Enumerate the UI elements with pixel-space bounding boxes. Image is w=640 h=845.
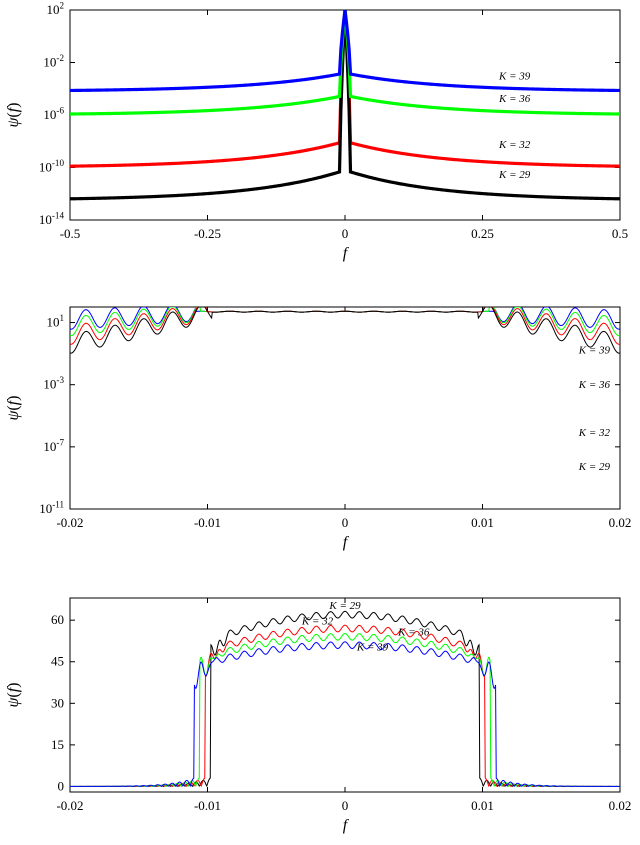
ytick-label: 10-11: [39, 500, 64, 516]
plot-frame: [70, 598, 620, 792]
xtick-label: -0.25: [194, 226, 221, 241]
series-line: [70, 642, 620, 787]
series-label: K = 36: [578, 379, 611, 391]
xtick-label: 0: [342, 515, 349, 530]
series-line: [70, 307, 620, 353]
series-line: [70, 611, 620, 786]
ytick-label: 0: [58, 778, 65, 793]
xlabel: f: [343, 245, 350, 262]
chart-panel-2: -0.02 -0.01 0 0.01 0.02 0 15 30 45 60 f ψ(f) K = 29 K…: [0, 588, 640, 840]
xtick-label: 0.02: [609, 798, 632, 813]
ytick-label: 10-7: [43, 437, 64, 453]
series-line: [70, 10, 620, 90]
xtick-label: -0.01: [194, 515, 221, 530]
xtick-label: -0.01: [194, 798, 221, 813]
ytick-label: 102: [46, 1, 64, 17]
series-label: K = 32: [578, 427, 611, 439]
series-label: K = 36: [498, 93, 531, 105]
xtick-label: 0.01: [471, 798, 494, 813]
series-label: K = 39: [356, 642, 389, 654]
xtick-label: -0.02: [56, 515, 83, 530]
ytick-label: 10-2: [43, 53, 64, 69]
ytick-label: 10-10: [39, 158, 65, 174]
series-label: K = 29: [578, 461, 611, 473]
plot-frame: [70, 307, 620, 509]
series-line: [70, 307, 620, 344]
xtick-label: 0.5: [612, 226, 628, 241]
series-line: [70, 625, 620, 786]
ytick-label: 45: [51, 654, 64, 669]
ytick-label: 30: [51, 695, 64, 710]
series-line: [70, 10, 620, 199]
xtick-label: 0.02: [609, 515, 632, 530]
xtick-label: 0.01: [471, 515, 494, 530]
series-label: K = 29: [328, 600, 361, 612]
series-label: K = 39: [578, 345, 611, 357]
ytick-label: 15: [51, 737, 64, 752]
ylabel: ψ(f): [5, 102, 22, 127]
series-line: [70, 633, 620, 786]
ytick-label: 10-14: [39, 211, 65, 227]
xtick-label: -0.5: [60, 226, 81, 241]
series-line: [70, 10, 620, 114]
ytick-label: 60: [51, 612, 64, 627]
xlabel: f: [343, 534, 350, 551]
ytick-label: 10-6: [43, 106, 64, 122]
ytick-label: 101: [46, 313, 64, 329]
series-label: K = 36: [397, 626, 430, 638]
series-label: K = 29: [498, 169, 531, 181]
series-label: K = 32: [498, 139, 531, 151]
ytick-label: 10-3: [43, 375, 64, 391]
xtick-label: -0.02: [56, 798, 83, 813]
xtick-label: 0: [342, 798, 349, 813]
ylabel: ψ(f): [5, 395, 22, 420]
chart-panel-0: -0.5 -0.25 0 0.25 0.5 10-14 10-10 10-6 10-2 102 f ψ…: [0, 0, 640, 268]
series-label: K = 32: [301, 615, 334, 627]
xtick-label: 0: [342, 226, 349, 241]
xtick-label: 0.25: [471, 226, 494, 241]
chart-panel-1: -0.02 -0.01 0 0.01 0.02 10-11 10-7 10-3 101 f ψ(f)…: [0, 297, 640, 557]
ylabel: ψ(f): [5, 682, 22, 707]
xlabel: f: [343, 817, 350, 834]
series-label: K = 39: [498, 71, 531, 83]
